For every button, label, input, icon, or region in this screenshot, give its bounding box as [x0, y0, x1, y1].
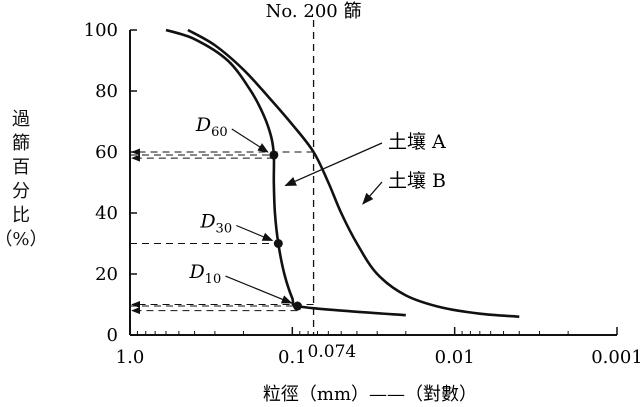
y-axis-label-char: 比 — [12, 205, 30, 226]
y-axis-label-char: 分 — [12, 181, 30, 202]
y-tick-label: 80 — [95, 81, 118, 102]
y-tick-label: 40 — [95, 203, 118, 224]
marker-arrow-10 — [225, 275, 293, 304]
marker-subscript: 60 — [211, 125, 228, 140]
series-label-b: 土壤 B — [388, 170, 446, 192]
marker-subscript: 10 — [205, 272, 222, 287]
x-tick-label: 1.0 — [116, 347, 145, 368]
marker-label-60: D60 — [195, 114, 228, 140]
sieve-value-label: 0.074 — [308, 342, 357, 362]
series-arrow-b — [362, 181, 383, 205]
marker-point-10 — [292, 301, 302, 311]
marker-point-60 — [269, 150, 279, 160]
y-tick-label: 0 — [107, 325, 118, 346]
x-tick-label: 0.01 — [435, 347, 475, 368]
x-tick-label: 0.001 — [591, 347, 640, 368]
guide-lines — [130, 20, 315, 335]
axes: 0 20 40 60 80 100 1.0 0.1 0.01 0.001 — [84, 20, 640, 368]
sieve-top-label: No. 200 篩 — [266, 1, 362, 22]
y-axis-label: 過 篩 百 分 比 （%） — [0, 108, 48, 252]
y-tick-label: 20 — [95, 264, 118, 285]
y-axis-label-char: 過 — [12, 109, 30, 130]
y-tick-label: 60 — [95, 142, 118, 163]
x-axis-title: 粒徑（mm）——（對數） — [263, 384, 477, 405]
marker-arrow-30 — [236, 224, 274, 242]
y-axis-label-char: 篩 — [12, 133, 30, 154]
y-tick-label: 100 — [84, 20, 118, 41]
series-soil-b — [187, 28, 520, 318]
series-arrow-a — [284, 142, 383, 187]
data-markers — [269, 150, 302, 311]
y-axis-label-char: （%） — [0, 229, 48, 250]
marker-label-30: D30 — [199, 211, 232, 237]
marker-arrow-60 — [231, 128, 269, 153]
marker-label-10: D10 — [188, 261, 221, 287]
marker-subscript: 30 — [216, 222, 233, 237]
marker-point-30 — [273, 239, 283, 248]
y-axis-label-char: 百 — [12, 157, 30, 178]
series-label-a: 土壤 A — [388, 131, 446, 153]
x-tick-label: 0.1 — [278, 347, 307, 368]
